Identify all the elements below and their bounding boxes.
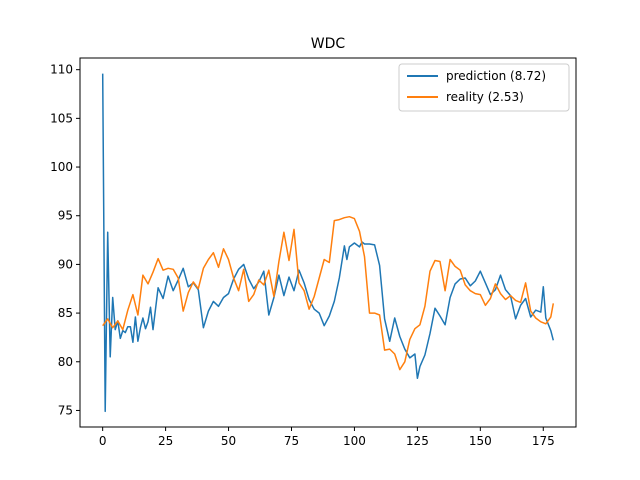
chart-title: WDC	[311, 36, 346, 52]
plot-frame	[79, 57, 577, 428]
y-tick-label: 85	[58, 306, 73, 320]
legend-box	[398, 63, 570, 112]
legend: prediction (8.72) reality (2.53)	[398, 63, 570, 112]
x-tick-label: 100	[343, 434, 366, 448]
y-tick-label: 110	[50, 63, 73, 77]
x-tick-label: 50	[221, 434, 236, 448]
y-tick-label: 105	[50, 111, 73, 125]
y-tick-label: 75	[58, 403, 73, 417]
x-tick-label: 125	[406, 434, 429, 448]
legend-label-prediction: prediction (8.72)	[446, 69, 546, 83]
legend-label-reality: reality (2.53)	[446, 90, 524, 104]
x-tick-label: 25	[158, 434, 173, 448]
reality-series-line	[102, 215, 555, 371]
x-tick-label: 175	[532, 434, 555, 448]
y-axis: 75 80 85 90 95 100 105 110	[50, 63, 80, 417]
y-tick-label: 100	[50, 160, 73, 174]
y-tick-label: 95	[58, 209, 73, 223]
x-tick-label: 75	[284, 434, 299, 448]
y-tick-label: 80	[58, 355, 73, 369]
plot-lines	[101, 73, 555, 413]
x-tick-label: 0	[99, 434, 107, 448]
x-tick-label: 150	[469, 434, 492, 448]
x-axis: 0 25 50 75 100 125 150 175	[99, 427, 555, 448]
y-tick-label: 90	[58, 257, 73, 271]
prediction-series-line	[101, 73, 555, 413]
